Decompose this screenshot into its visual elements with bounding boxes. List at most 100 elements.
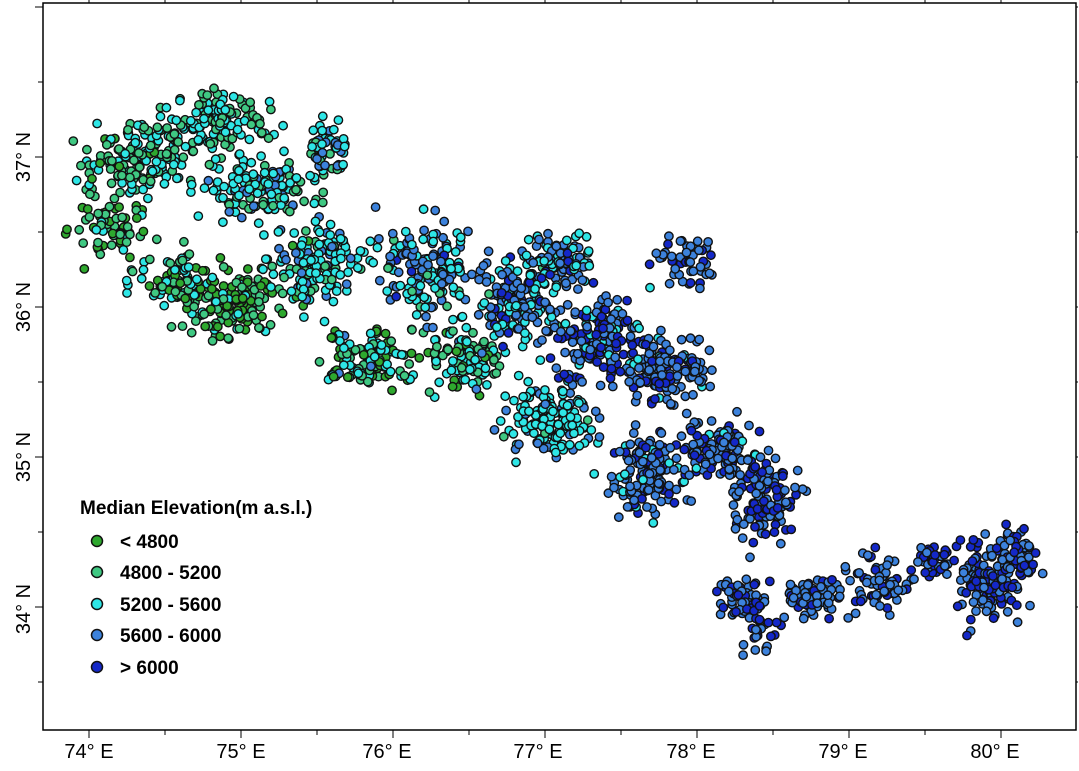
glacier-point	[990, 580, 1001, 591]
glacier-point	[955, 535, 966, 545]
glacier-point	[565, 326, 576, 336]
glacier-point	[435, 256, 446, 267]
glacier-point	[206, 283, 217, 294]
glacier-point	[259, 167, 270, 178]
glacier-point	[576, 336, 587, 346]
glacier-point	[306, 255, 316, 266]
glacier-point	[431, 341, 442, 352]
glacier-point	[850, 608, 861, 619]
glacier-point	[205, 138, 216, 149]
y-tick-label: 34° N	[13, 584, 35, 634]
glacier-point	[590, 406, 601, 417]
glacier-point	[500, 256, 511, 266]
glacier-point	[380, 328, 391, 339]
glacier-point	[101, 139, 112, 150]
glacier-point	[684, 470, 695, 481]
glacier-point	[204, 159, 215, 170]
glacier-point	[365, 361, 376, 372]
glacier-point	[594, 432, 605, 442]
glacier-point	[174, 95, 185, 106]
glacier-point	[145, 140, 156, 151]
glacier-point	[500, 391, 511, 402]
glacier-point	[234, 323, 245, 334]
glacier-point	[681, 408, 692, 419]
glacier-point	[548, 406, 558, 417]
glacier-point	[278, 120, 288, 131]
glacier-point	[406, 239, 417, 250]
glacier-point	[232, 124, 243, 135]
glacier-point	[310, 216, 321, 227]
glacier-point	[210, 154, 221, 165]
glacier-point	[906, 565, 917, 576]
legend: Median Elevation(m a.s.l.) < 4800 4800 -…	[80, 498, 312, 679]
glacier-point	[870, 542, 881, 553]
glacier-point	[189, 290, 200, 300]
glacier-point	[117, 212, 128, 223]
glacier-point	[268, 200, 278, 211]
glacier-point	[555, 428, 566, 439]
glacier-point	[256, 127, 267, 138]
glacier-point	[704, 449, 715, 460]
glacier-point	[893, 585, 904, 596]
glacier-point	[686, 496, 697, 506]
glacier-point	[82, 144, 92, 155]
glacier-point	[642, 502, 652, 512]
glacier-point	[512, 266, 523, 277]
glacier-point	[971, 606, 981, 616]
glacier-point	[586, 425, 597, 435]
glacier-point	[255, 280, 266, 291]
glacier-point	[766, 631, 776, 642]
legend-item: 4800 - 5200	[90, 563, 221, 584]
glacier-point	[707, 365, 717, 376]
glacier-point	[150, 287, 161, 298]
glacier-point	[265, 104, 276, 115]
glacier-point	[665, 442, 676, 453]
glacier-point	[627, 340, 638, 350]
glacier-point	[407, 286, 417, 297]
glacier-point	[430, 205, 441, 216]
glacier-point	[114, 202, 125, 213]
glacier-point	[479, 336, 489, 347]
glacier-point	[665, 398, 676, 409]
glacier-point	[193, 211, 204, 222]
glacier-point	[314, 227, 325, 238]
glacier-point	[105, 164, 116, 175]
glacier-point	[741, 574, 752, 585]
glacier-point	[749, 579, 760, 590]
glacier-point	[509, 395, 519, 406]
glacier-point	[421, 311, 431, 322]
glacier-point	[325, 230, 336, 240]
glacier-point	[220, 105, 231, 115]
glacier-point	[228, 91, 239, 102]
glacier-point	[771, 484, 782, 495]
glacier-point	[268, 168, 279, 179]
glacier-point	[777, 471, 788, 481]
glacier-point	[801, 591, 812, 602]
glacier-point	[300, 226, 311, 236]
glacier-point	[527, 312, 538, 323]
glacier-point	[253, 296, 264, 307]
glacier-point	[185, 115, 196, 126]
glacier-point	[644, 365, 655, 375]
glacier-point	[606, 363, 617, 374]
glacier-point	[591, 329, 602, 340]
glacier-point	[258, 199, 269, 210]
glacier-point	[258, 264, 268, 275]
glacier-point	[759, 496, 769, 507]
glacier-point	[370, 202, 381, 213]
glacier-point	[212, 177, 223, 187]
glacier-point	[258, 230, 269, 240]
glacier-point	[574, 440, 585, 451]
glacier-point	[418, 234, 429, 245]
glacier-point	[1009, 547, 1020, 558]
y-tick-label: 37° N	[13, 132, 35, 182]
glacier-point	[734, 486, 744, 497]
glacier-point	[162, 123, 173, 133]
glacier-point	[669, 497, 680, 508]
glacier-point	[237, 293, 248, 304]
glacier-point	[961, 588, 972, 598]
glacier-point	[534, 234, 544, 245]
glacier-point	[428, 251, 438, 262]
glacier-point	[760, 529, 771, 540]
